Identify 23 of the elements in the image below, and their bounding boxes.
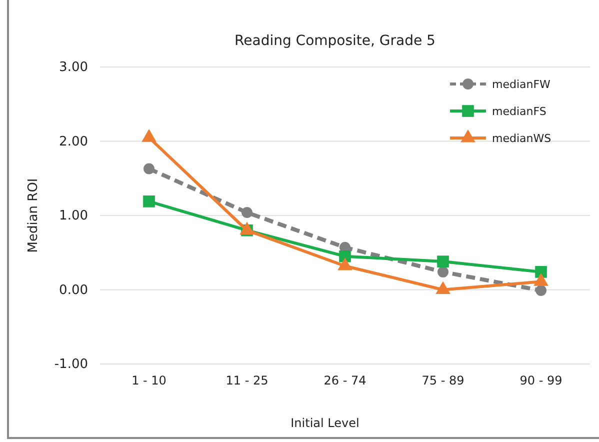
y-tick-label: 3.00 <box>59 60 88 76</box>
x-tick-label: 1 - 10 <box>132 374 166 388</box>
point <box>535 266 547 278</box>
point <box>438 266 448 278</box>
y-tick-label: 1.00 <box>59 208 88 224</box>
x-tick-label: 90 - 99 <box>520 374 562 388</box>
x-tick-label: 75 - 89 <box>422 374 464 388</box>
y-tick-label: 2.00 <box>59 134 88 150</box>
point <box>143 195 155 208</box>
x-tick-label: 26 - 74 <box>324 374 366 388</box>
x-axis-title: Initial Level <box>290 416 360 430</box>
legend-label: medianWS <box>492 132 552 145</box>
x-tick-label: 11 - 25 <box>226 374 268 388</box>
point <box>242 207 252 218</box>
point <box>144 163 154 174</box>
point <box>437 256 449 268</box>
legend-label: medianFS <box>492 105 546 118</box>
legend-label: medianFW <box>492 78 551 91</box>
y-tick-label: 0.00 <box>59 282 88 298</box>
point <box>536 285 546 296</box>
y-axis-title: Median ROI <box>26 178 41 253</box>
chart-title: Reading Composite, Grade 5 <box>234 33 436 49</box>
y-tick-label: -1.00 <box>54 357 88 372</box>
